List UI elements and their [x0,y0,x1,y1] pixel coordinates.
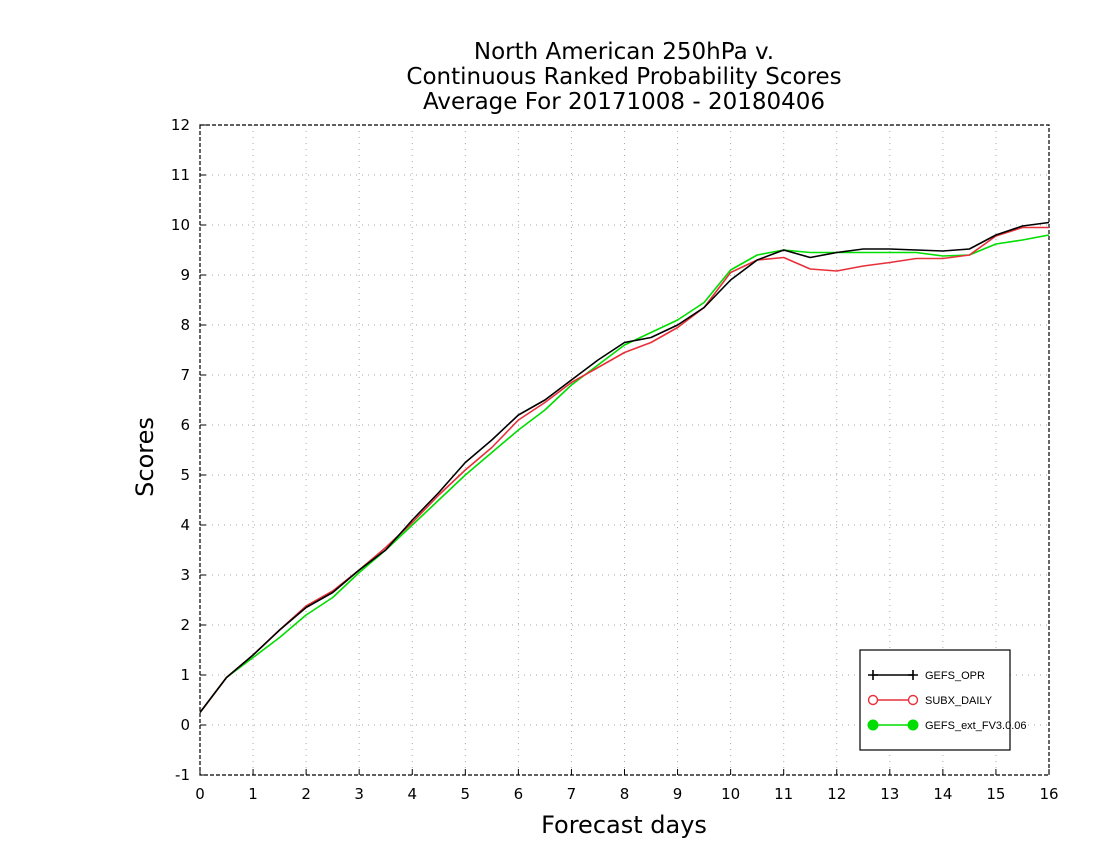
y-tick-label: 6 [180,416,190,434]
y-tick-label: 5 [180,466,190,484]
x-tick-label: 6 [514,785,524,803]
y-tick-label: -1 [175,766,190,784]
x-tick-label: 10 [721,785,740,803]
x-tick-label: 13 [880,785,899,803]
y-tick-label: 11 [171,166,190,184]
legend-marker-open-circle [867,694,879,706]
x-tick-label: 9 [673,785,683,803]
y-tick-label: 1 [180,666,190,684]
y-axis-label: Scores [131,417,159,497]
x-tick-label: 16 [1039,785,1058,803]
y-tick-label: 4 [180,516,190,534]
legend-label-subx-daily: SUBX_DAILY [925,695,993,707]
x-tick-label: 12 [827,785,846,803]
chart-title: North American 250hPa v. Continuous Rank… [406,39,841,115]
y-tick-label: 3 [180,566,190,584]
x-axis-ticks: 0 1 2 3 4 5 6 7 8 9 10 11 12 13 14 15 16 [195,769,1059,803]
x-tick-label: 1 [248,785,258,803]
title-line-1: North American 250hPa v. [474,39,774,65]
y-tick-label: 0 [180,716,190,734]
grid-lines [200,125,1049,775]
legend-marker-plus [868,670,878,680]
legend-marker-filled-circle [867,719,879,731]
x-tick-label: 15 [986,785,1005,803]
title-line-2: Continuous Ranked Probability Scores [406,64,841,90]
series-line-gefs-ext-fv3-0-06 [199,234,1050,713]
y-tick-label: 12 [171,116,190,134]
x-tick-label: 14 [933,785,952,803]
x-tick-label: 5 [461,785,471,803]
y-tick-label: 7 [180,366,190,384]
y-tick-label: 8 [180,316,190,334]
y-tick-label: 2 [180,616,190,634]
legend: GEFS_OPR SUBX_DAILY GEFS_ext_FV3.0.06 [859,649,1027,751]
x-tick-label: 11 [774,785,793,803]
series-lines [199,221,1050,713]
x-tick-label: 0 [195,785,205,803]
legend-label-gefs-ext-fv3-0-06: GEFS_ext_FV3.0.06 [925,720,1027,732]
x-tick-label: 8 [620,785,630,803]
x-tick-label: 4 [407,785,417,803]
x-axis-label: Forecast days [541,811,707,839]
legend-label-gefs-opr: GEFS_OPR [925,670,985,682]
series-line-subx-daily [199,226,1049,713]
legend-marker-plus [908,670,918,680]
y-tick-label: 10 [171,216,190,234]
x-tick-label: 3 [354,785,364,803]
series-line-gefs-opr [199,221,1050,713]
x-tick-label: 7 [567,785,577,803]
x-tick-label: 2 [301,785,311,803]
y-tick-label: 9 [180,266,190,284]
legend-marker-filled-circle [907,719,919,731]
title-line-3: Average For 20171008 - 20180406 [423,89,825,115]
legend-marker-open-circle [907,694,919,706]
